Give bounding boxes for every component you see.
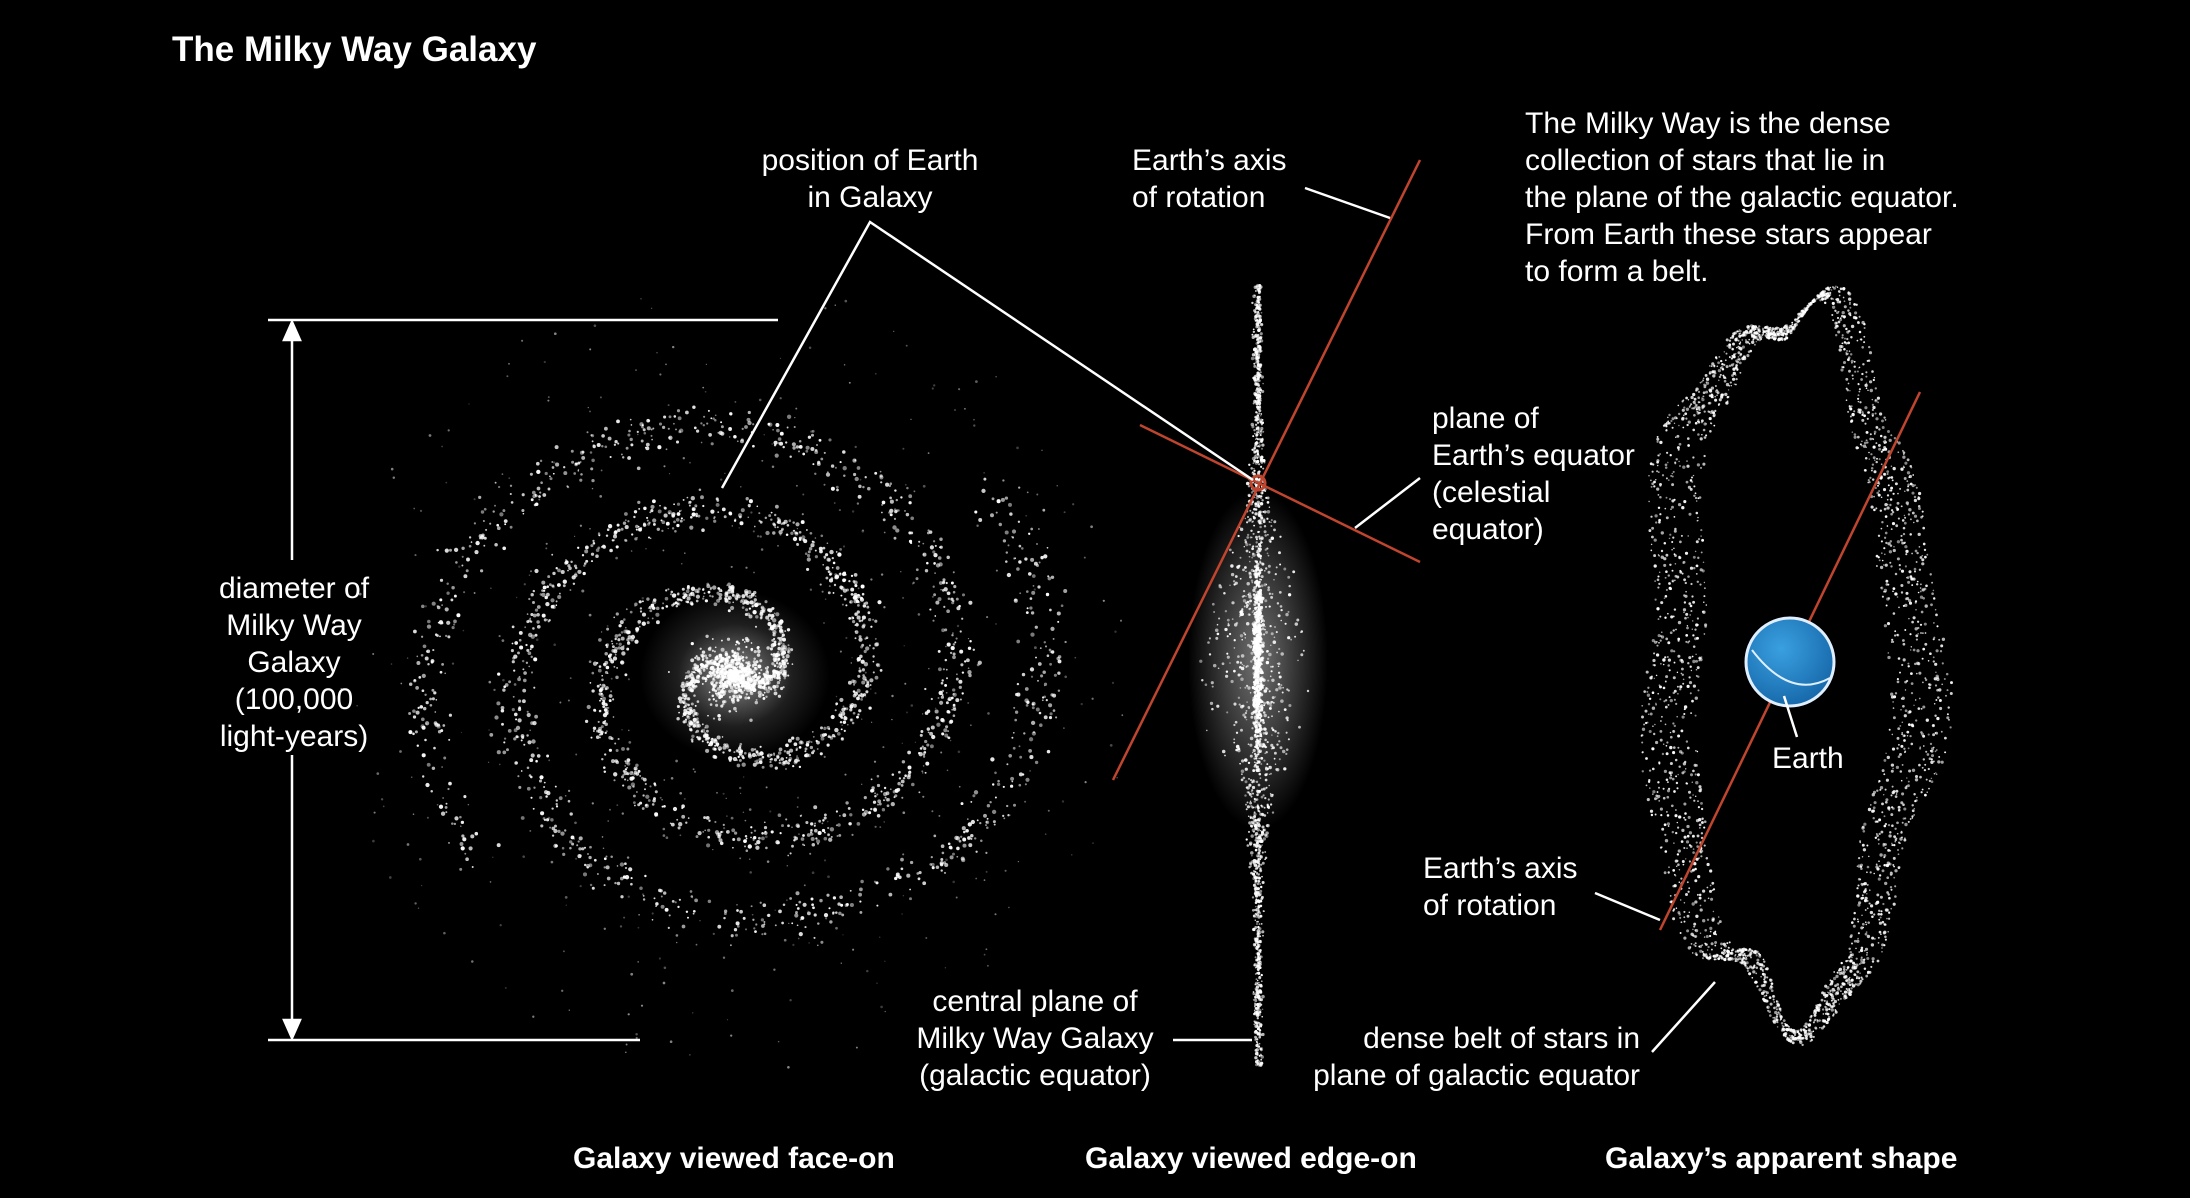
- edge-on-star-field: [1199, 283, 1310, 1067]
- description-text: The Milky Way is the dense collection of…: [1525, 107, 1959, 288]
- label-earth-axis-top: Earth’s axis of rotation: [1132, 144, 1287, 214]
- label-plane-of-equator: plane of Earth’s equator (celestial equa…: [1432, 402, 1635, 546]
- page-title: The Milky Way Galaxy: [172, 30, 537, 69]
- label-position-of-earth: position of Earth in Galaxy: [761, 144, 979, 214]
- label-earth-axis-bottom: Earth’s axis of rotation: [1423, 852, 1578, 922]
- diameter-dimension: [268, 318, 778, 1042]
- caption-edge-on: Galaxy viewed edge-on: [1085, 1142, 1417, 1175]
- apparent-shape-belt: [1640, 285, 1953, 1047]
- arrowhead-up-icon: [282, 318, 302, 342]
- face-on-galaxy: [340, 297, 1124, 1069]
- earth-globe-icon: [1744, 616, 1836, 708]
- spiral-star-field: [340, 297, 1124, 1069]
- earth-axis-line-edge-on: [1111, 159, 1422, 781]
- earth-position-marker: [1249, 474, 1267, 492]
- label-earth: Earth: [1772, 742, 1844, 775]
- label-dense-belt: dense belt of stars in plane of galactic…: [1313, 1022, 1640, 1092]
- label-diameter: diameter of Milky Way Galaxy (100,000 li…: [218, 572, 370, 753]
- belt-star-field: [1640, 285, 1953, 1047]
- celestial-equator-line: [1139, 423, 1421, 564]
- leader-lines: [720, 186, 1799, 1053]
- caption-apparent-shape: Galaxy’s apparent shape: [1605, 1142, 1958, 1175]
- label-central-plane: central plane of Milky Way Galaxy (galac…: [916, 985, 1154, 1092]
- edge-on-galaxy: [1188, 283, 1328, 1067]
- arrowhead-down-icon: [282, 1018, 302, 1042]
- caption-face-on: Galaxy viewed face-on: [573, 1142, 895, 1175]
